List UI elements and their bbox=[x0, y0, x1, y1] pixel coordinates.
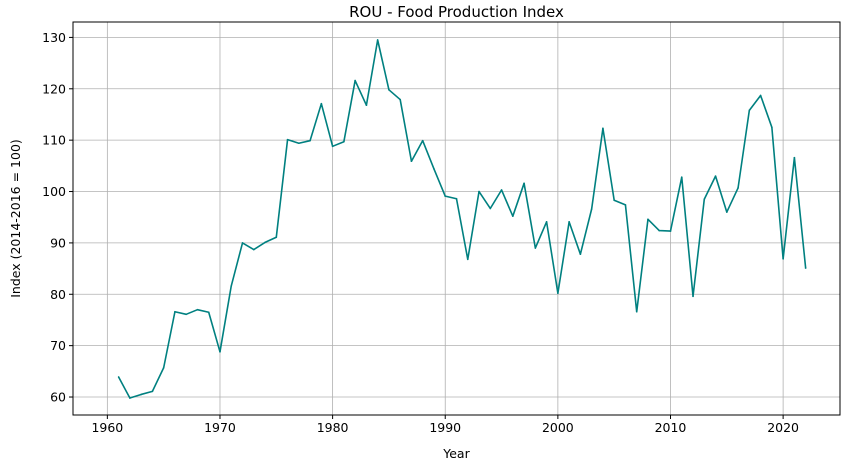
data-point bbox=[624, 204, 627, 206]
data-point bbox=[647, 218, 649, 221]
data-point bbox=[207, 311, 210, 314]
data-point bbox=[140, 393, 142, 396]
data-point bbox=[759, 94, 762, 97]
data-point bbox=[478, 190, 480, 193]
y-tick-label: 60 bbox=[50, 390, 66, 405]
y-tick-label: 110 bbox=[42, 133, 66, 148]
data-point bbox=[117, 376, 120, 378]
data-point bbox=[466, 258, 469, 261]
data-point bbox=[771, 126, 773, 129]
data-point bbox=[320, 102, 323, 105]
data-point bbox=[658, 229, 661, 232]
data-point bbox=[534, 247, 537, 249]
data-point bbox=[309, 139, 311, 142]
x-tick-label: 1960 bbox=[91, 420, 123, 435]
data-point bbox=[388, 89, 390, 91]
data-point bbox=[354, 79, 356, 82]
data-point bbox=[129, 397, 131, 399]
data-point bbox=[512, 215, 514, 217]
grid-lines bbox=[73, 22, 840, 415]
data-point bbox=[748, 109, 751, 112]
data-point bbox=[579, 253, 582, 256]
data-point bbox=[793, 156, 796, 159]
data-point bbox=[692, 295, 694, 298]
data-point bbox=[421, 139, 424, 142]
data-point bbox=[162, 366, 165, 369]
x-tick-label: 1990 bbox=[429, 420, 461, 435]
data-point bbox=[590, 208, 593, 210]
x-tick-label: 2020 bbox=[767, 420, 799, 435]
data-point bbox=[174, 310, 176, 313]
data-point bbox=[523, 182, 525, 185]
series-layer bbox=[117, 39, 807, 399]
data-point bbox=[500, 189, 503, 191]
tick-layer: 1960 1970 1980 1990 2000 2010 2020 60 70 80 90 100 1… bbox=[42, 30, 799, 435]
data-point bbox=[489, 207, 492, 210]
data-point bbox=[714, 175, 717, 177]
y-tick-label: 90 bbox=[50, 235, 66, 250]
data-point bbox=[331, 145, 334, 148]
data-point bbox=[680, 176, 683, 178]
data-point bbox=[635, 310, 638, 313]
data-point bbox=[557, 292, 559, 295]
data-point bbox=[365, 104, 368, 107]
data-point bbox=[410, 160, 413, 163]
data-point bbox=[298, 142, 300, 145]
data-point bbox=[151, 390, 154, 393]
y-tick-label: 100 bbox=[42, 184, 66, 199]
data-point bbox=[602, 127, 604, 130]
data-point bbox=[219, 351, 221, 353]
data-point bbox=[444, 195, 447, 197]
data-point bbox=[399, 98, 401, 101]
data-point bbox=[241, 242, 244, 244]
data-point bbox=[264, 241, 266, 244]
data-point bbox=[196, 308, 199, 311]
x-axis-label: Year bbox=[442, 446, 470, 461]
data-point bbox=[613, 199, 615, 202]
y-tick-label: 130 bbox=[42, 30, 66, 45]
x-tick-label: 1970 bbox=[204, 420, 236, 435]
x-tick-label: 2010 bbox=[655, 420, 687, 435]
plot-frame bbox=[72, 21, 841, 416]
data-point bbox=[275, 236, 278, 239]
data-point bbox=[230, 285, 233, 287]
series-line bbox=[117, 39, 807, 399]
y-tick-label: 70 bbox=[50, 338, 66, 353]
data-point bbox=[703, 198, 706, 201]
x-tick-label: 2000 bbox=[542, 420, 574, 435]
data-point bbox=[433, 168, 435, 170]
data-point bbox=[804, 267, 807, 269]
x-tick-label: 1980 bbox=[317, 420, 349, 435]
data-point bbox=[376, 39, 379, 41]
data-point bbox=[545, 221, 548, 223]
data-point bbox=[286, 138, 289, 141]
y-tick-label: 80 bbox=[50, 287, 66, 302]
y-axis-label: Index (2014-2016 = 100) bbox=[8, 139, 23, 298]
data-point bbox=[737, 187, 739, 189]
data-point bbox=[343, 140, 345, 143]
data-point bbox=[455, 197, 458, 200]
data-point bbox=[252, 248, 255, 251]
data-point bbox=[726, 211, 728, 213]
data-point bbox=[669, 230, 672, 232]
chart-title: ROU - Food Production Index bbox=[349, 3, 564, 21]
data-point bbox=[568, 221, 570, 223]
data-point bbox=[782, 258, 784, 260]
y-tick-label: 120 bbox=[42, 81, 66, 96]
data-point bbox=[185, 313, 187, 316]
